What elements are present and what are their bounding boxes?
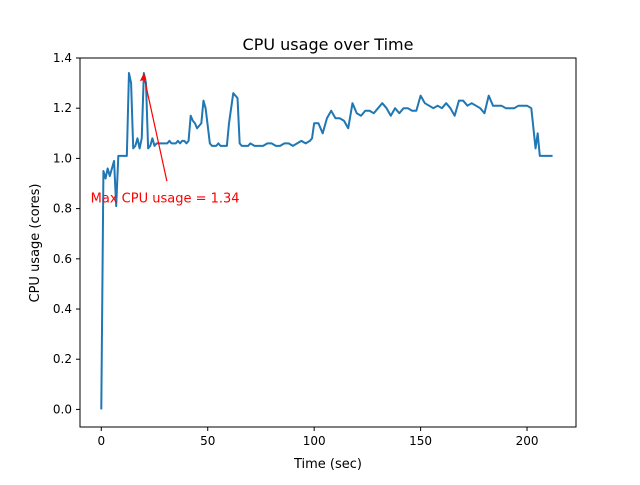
chart-title: CPU usage over Time [243, 35, 414, 54]
x-axis-label: Time (sec) [293, 457, 362, 472]
annotation-label: Max CPU usage = 1.34 [91, 192, 240, 207]
y-tick-label: 0.0 [53, 402, 72, 416]
plot-area: 0 50 100 150 200 0.0 0.2 0.4 0.6 0.8 1.0 1.2 1.4 Max … [53, 51, 577, 448]
annotation-arrow-head [139, 73, 147, 82]
series-line [100, 72, 553, 410]
x-tick-label: 0 [97, 434, 105, 448]
y-axis-label: CPU usage (cores) [28, 184, 43, 303]
x-tick-label: 100 [303, 434, 326, 448]
y-tick-label: 0.2 [53, 352, 72, 366]
annotation-arrow-shaft [143, 75, 168, 182]
y-tick-label: 0.6 [53, 252, 72, 266]
x-tick-label: 50 [200, 434, 215, 448]
y-tick-label: 1.0 [53, 151, 72, 165]
axes-frame [79, 57, 577, 428]
x-tick-label: 200 [516, 434, 539, 448]
y-tick-label: 0.8 [53, 202, 72, 216]
y-tick-label: 0.4 [53, 302, 72, 316]
y-tick-label: 1.2 [53, 101, 72, 115]
y-tick-label: 1.4 [53, 51, 72, 65]
x-tick-label: 150 [409, 434, 432, 448]
